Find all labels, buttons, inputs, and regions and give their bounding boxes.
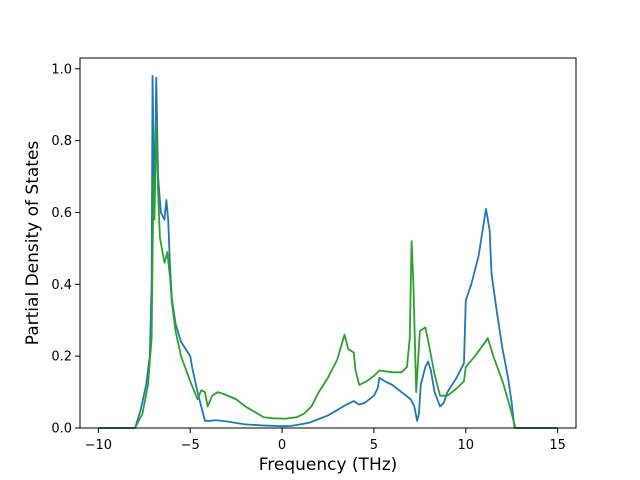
- y-tick-label: 0.6: [51, 206, 72, 221]
- x-tick-label: 0: [278, 438, 286, 453]
- x-axis-label: Frequency (THz): [259, 455, 398, 475]
- x-tick-label: 15: [549, 438, 566, 453]
- x-tick-label: −5: [181, 438, 200, 453]
- x-tick-label: 10: [458, 438, 475, 453]
- y-tick-label: 0.2: [51, 350, 72, 365]
- x-axis-ticks: −10 −5 0 5 10 15: [85, 428, 566, 453]
- y-axis-label: Partial Density of States: [23, 141, 43, 346]
- y-tick-label: 0.4: [51, 278, 72, 293]
- plot-frame: [79, 57, 577, 429]
- series-line-1: [98, 75, 558, 429]
- x-tick-label: 5: [370, 438, 378, 453]
- y-tick-label: 1.0: [51, 62, 72, 77]
- y-axis-ticks: 0.0 0.2 0.4 0.6 0.8 1.0: [51, 62, 80, 437]
- y-tick-label: 0.0: [51, 422, 72, 437]
- x-tick-label: −10: [85, 438, 112, 453]
- y-tick-label: 0.8: [51, 134, 72, 149]
- plot-background: [80, 58, 576, 428]
- series-layer: [98, 75, 558, 429]
- series-line-2: [98, 121, 558, 429]
